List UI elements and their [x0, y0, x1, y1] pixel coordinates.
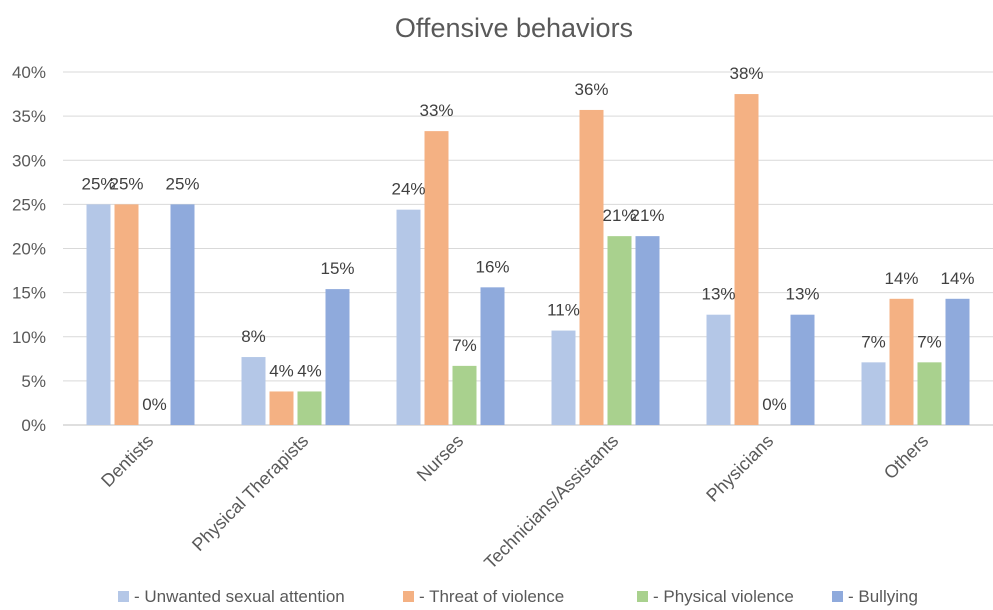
data-label: 21%	[630, 206, 664, 225]
data-labels: 25%25%0%25%8%4% 4%15%24%33%7%16%11%36%21%…	[81, 64, 974, 414]
data-label: 7%	[861, 332, 886, 351]
legend-label: - Unwanted sexual attention	[134, 587, 345, 606]
bar	[551, 330, 576, 425]
data-label: 36%	[574, 80, 608, 99]
bar	[269, 391, 294, 425]
bar	[452, 365, 477, 425]
y-tick-label: 15%	[12, 284, 46, 303]
y-tick-label: 20%	[12, 240, 46, 259]
data-label: 8%	[241, 327, 266, 346]
bar	[635, 236, 660, 425]
bar	[607, 236, 632, 425]
bar	[734, 94, 759, 425]
bar	[396, 209, 421, 425]
bar	[297, 391, 322, 425]
chart-title: Offensive behaviors	[395, 13, 633, 43]
bar	[241, 357, 266, 425]
x-tick-label: Others	[880, 431, 932, 483]
legend: - Unwanted sexual attention - Threat of v…	[118, 587, 918, 606]
legend-label: - Threat of violence	[419, 587, 564, 606]
data-label: 14%	[940, 269, 974, 288]
data-label: 33%	[419, 101, 453, 120]
bar	[790, 314, 815, 425]
x-tick-label: Physicians	[702, 431, 777, 506]
data-label: 7%	[452, 336, 477, 355]
data-label: 13%	[701, 285, 735, 304]
data-label: 4%	[297, 361, 322, 380]
data-label: 15%	[320, 259, 354, 278]
legend-label: - Physical violence	[653, 587, 794, 606]
legend-swatch	[118, 591, 129, 602]
x-tick-label: Nurses	[413, 431, 467, 485]
bar	[945, 298, 970, 425]
data-label: 25%	[109, 174, 143, 193]
data-label: 21%	[602, 206, 636, 225]
bar	[861, 362, 886, 425]
bar	[86, 204, 111, 425]
y-tick-label: 30%	[12, 151, 46, 170]
bars	[86, 94, 970, 425]
y-tick-label: 0%	[21, 416, 46, 435]
bar	[114, 204, 139, 425]
gridlines	[63, 71, 993, 426]
data-label: 24%	[391, 180, 425, 199]
x-tick-label: Technicians/Assistants	[480, 431, 622, 573]
data-label: 4%	[269, 361, 294, 380]
y-tick-label: 35%	[12, 107, 46, 126]
data-label: 38%	[729, 64, 763, 83]
bar	[706, 314, 731, 425]
data-label: 0%	[762, 395, 787, 414]
y-tick-label: 40%	[12, 63, 46, 82]
x-tick-label: Dentists	[97, 431, 157, 491]
data-label: 16%	[475, 257, 509, 276]
x-axis: Dentists Physical Therapists Nurses Technic…	[97, 431, 932, 573]
y-tick-label: 10%	[12, 328, 46, 347]
legend-swatch	[403, 591, 414, 602]
legend-swatch	[832, 591, 843, 602]
data-label: 25%	[165, 174, 199, 193]
legend-swatch	[637, 591, 648, 602]
y-axis: 0% 5% 10% 15% 20% 25% 30% 35% 40%	[12, 63, 46, 435]
bar	[325, 289, 350, 425]
data-label: 11%	[547, 301, 580, 320]
bar	[170, 204, 195, 425]
data-label: 0%	[142, 395, 167, 414]
y-tick-label: 5%	[21, 372, 46, 391]
data-label: 13%	[785, 285, 819, 304]
data-label: 14%	[884, 269, 918, 288]
x-tick-label: Physical Therapists	[188, 431, 312, 555]
bar	[424, 131, 449, 425]
data-label: 25%	[81, 174, 115, 193]
bar	[917, 362, 942, 425]
legend-label: - Bullying	[848, 587, 918, 606]
bar	[889, 298, 914, 425]
y-tick-label: 25%	[12, 195, 46, 214]
bar	[480, 287, 505, 425]
data-label: 7%	[917, 332, 942, 351]
bar	[579, 109, 604, 425]
